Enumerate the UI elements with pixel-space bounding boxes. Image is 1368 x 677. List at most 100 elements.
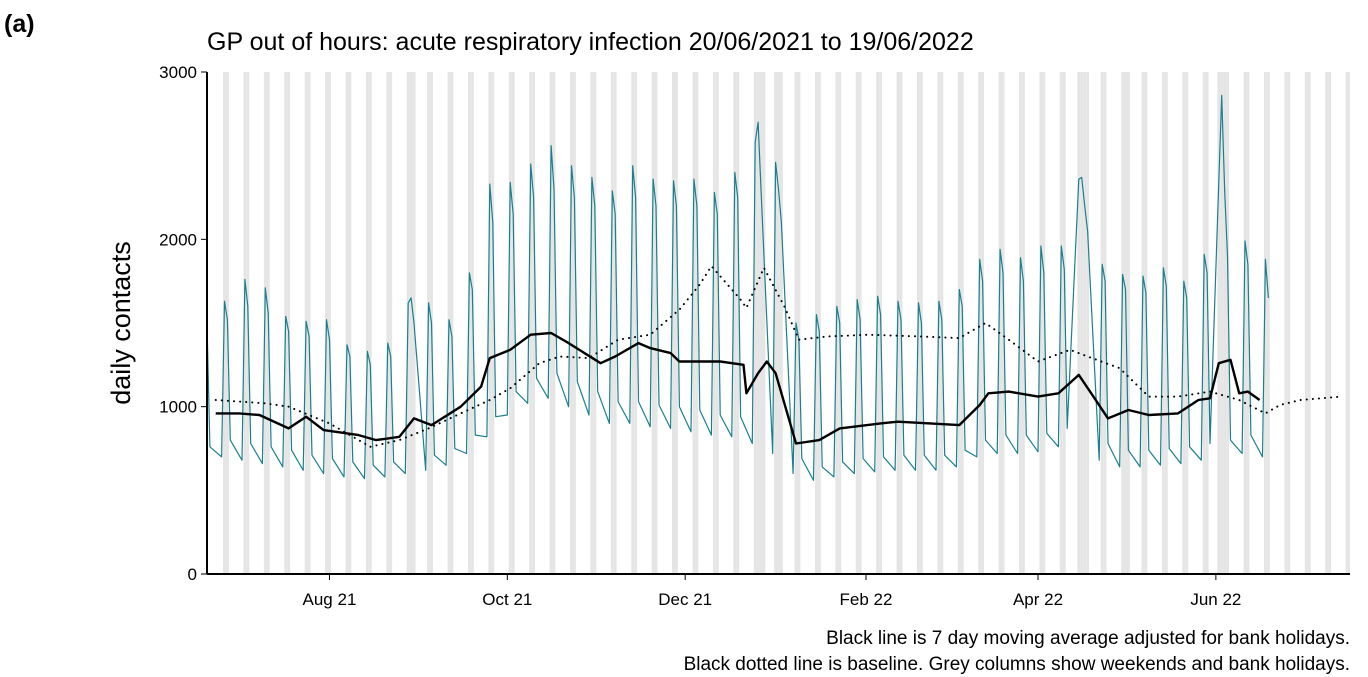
- shaded-column: [572, 72, 576, 574]
- y-tick-label: 1000: [159, 398, 197, 417]
- shaded-column: [389, 72, 393, 574]
- plot-area: [206, 72, 1350, 574]
- shaded-column: [1100, 72, 1104, 574]
- shaded-column: [651, 72, 655, 574]
- x-tick-label: Apr 22: [1013, 590, 1063, 609]
- shaded-column: [1164, 72, 1168, 574]
- shaded-column: [467, 72, 471, 574]
- shaded-column: [243, 72, 247, 574]
- data-line: [215, 331, 1261, 445]
- shaded-column: [1124, 72, 1127, 574]
- shaded-column: [365, 72, 369, 574]
- shaded-column: [779, 72, 783, 574]
- y-tick-label: 0: [188, 565, 197, 584]
- shaded-column: [1284, 72, 1288, 574]
- shaded-column: [1161, 72, 1165, 574]
- shaded-column: [777, 72, 780, 574]
- shaded-column: [508, 72, 512, 574]
- shaded-column: [1287, 72, 1291, 574]
- shaded-column: [532, 72, 536, 574]
- x-tick-label: Feb 22: [840, 590, 893, 609]
- shaded-column: [1083, 72, 1087, 574]
- shaded-column: [1345, 72, 1349, 574]
- shaded-column: [488, 72, 492, 574]
- shaded-column: [1121, 72, 1125, 574]
- note: Black dotted line is baseline. Grey colu…: [684, 654, 1350, 675]
- shaded-column: [386, 72, 390, 574]
- shaded-column: [759, 72, 763, 574]
- shaded-column: [470, 72, 474, 574]
- shaded-column: [570, 72, 573, 574]
- shaded-column: [634, 72, 638, 574]
- x-tick-label: Dec 21: [658, 590, 712, 609]
- shaded-column: [736, 72, 740, 574]
- shaded-column: [1307, 72, 1311, 574]
- shaded-column: [981, 72, 985, 574]
- shaded-column: [715, 72, 719, 574]
- shaded-column: [756, 72, 760, 574]
- shaded-column: [1220, 72, 1224, 574]
- shaded-column: [610, 72, 614, 574]
- shaded-column: [1243, 72, 1247, 574]
- shaded-column: [797, 72, 801, 574]
- shaded-column: [1039, 72, 1043, 574]
- shaded-column: [593, 72, 597, 574]
- note: Black line is 7 day moving average adjus…: [826, 628, 1350, 649]
- shaded-column: [1263, 72, 1267, 574]
- shaded-column: [1126, 72, 1130, 574]
- x-tick-label: Jun 22: [1190, 590, 1241, 609]
- shaded-column: [1246, 72, 1250, 574]
- shaded-column: [1223, 72, 1227, 574]
- shaded-column: [1077, 72, 1081, 574]
- shaded-column: [753, 72, 757, 574]
- shaded-column: [1205, 72, 1209, 574]
- shaded-column: [1266, 72, 1270, 574]
- shaded-column: [654, 72, 658, 574]
- shaded-column: [672, 72, 675, 574]
- shaded-column: [1217, 72, 1221, 574]
- shaded-column: [511, 72, 515, 574]
- shaded-column: [817, 72, 821, 574]
- y-tick-label: 2000: [159, 230, 197, 249]
- shaded-column: [590, 72, 594, 574]
- shaded-column: [1086, 72, 1090, 574]
- shaded-column: [1062, 72, 1066, 574]
- shaded-column: [348, 72, 352, 574]
- shaded-column: [1328, 72, 1332, 574]
- shaded-column: [1182, 72, 1186, 574]
- shaded-column: [695, 72, 699, 574]
- baseline-line: [214, 265, 1343, 448]
- shaded-column: [307, 72, 311, 574]
- shaded-column: [774, 72, 778, 574]
- chart-title: GP out of hours: acute respiratory infec…: [207, 28, 974, 56]
- shaded-column: [549, 72, 553, 574]
- x-tick-label: Aug 21: [303, 590, 357, 609]
- y-axis-label: daily contacts: [106, 241, 136, 405]
- shaded-column: [1021, 72, 1025, 574]
- shaded-column: [368, 72, 372, 574]
- shaded-column: [674, 72, 678, 574]
- shaded-column: [491, 72, 495, 574]
- shaded-column: [631, 72, 635, 574]
- shaded-column: [733, 72, 737, 574]
- shaded-column: [1304, 72, 1308, 574]
- shaded-column: [1103, 72, 1107, 574]
- shaded-column: [450, 72, 454, 574]
- shaded-column: [409, 72, 413, 574]
- shaded-column: [978, 72, 982, 574]
- shaded-column: [1001, 72, 1005, 574]
- shaded-column: [712, 72, 716, 574]
- shaded-column: [1080, 72, 1084, 574]
- x-tick-label: Oct 21: [482, 590, 532, 609]
- shaded-column: [1042, 72, 1046, 574]
- shaded-column: [1325, 72, 1329, 574]
- shaded-column: [1226, 72, 1229, 574]
- shaded-column: [552, 72, 556, 574]
- shaded-column: [1059, 72, 1063, 574]
- shaded-column: [1019, 72, 1022, 574]
- shaded-column: [998, 72, 1002, 574]
- shaded-column: [1348, 72, 1350, 574]
- shaded-column: [1141, 72, 1145, 574]
